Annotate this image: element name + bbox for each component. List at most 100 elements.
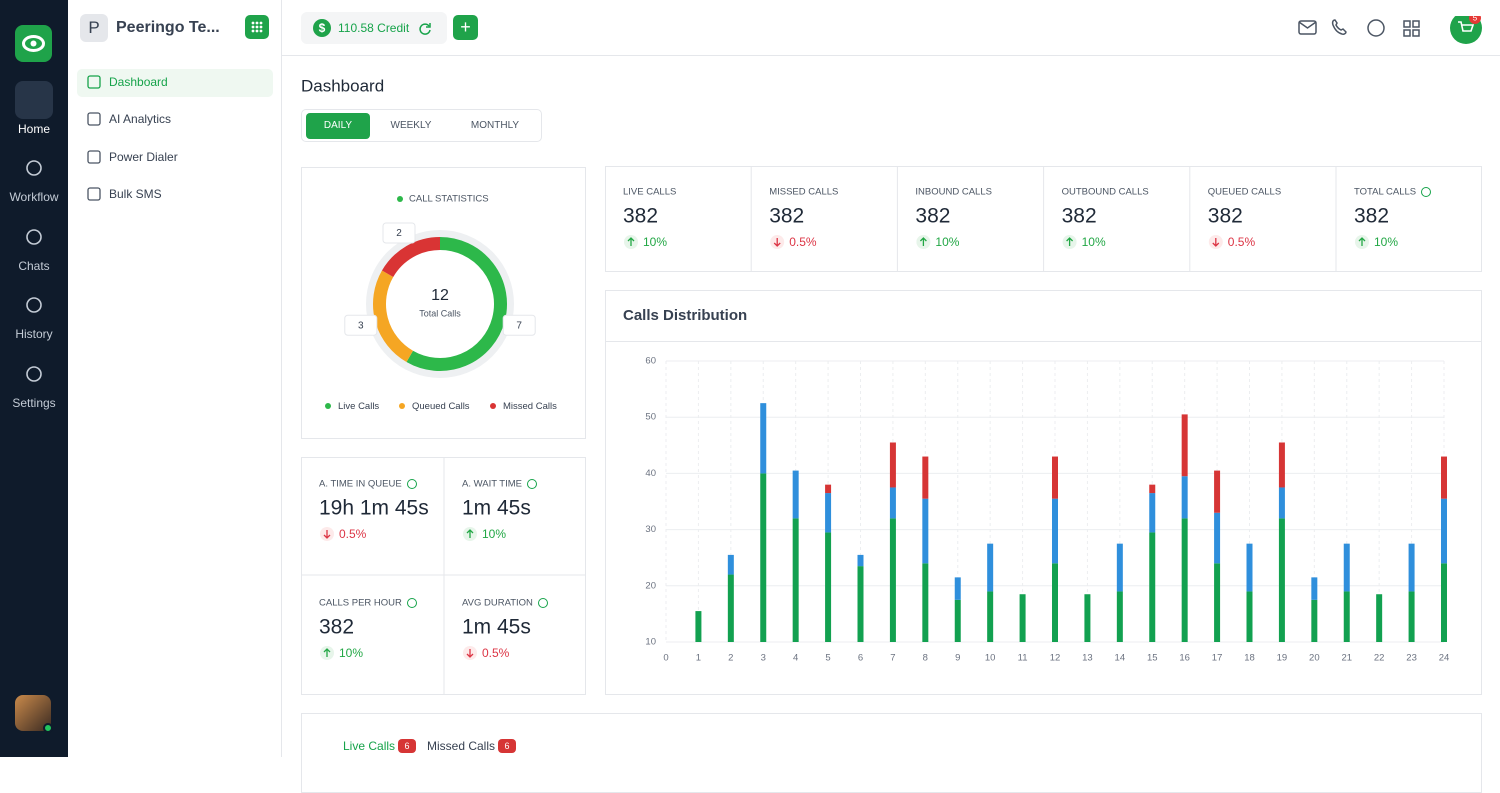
nav-icon <box>26 297 42 313</box>
tab-count: 6 <box>504 741 509 751</box>
info-icon <box>407 598 417 608</box>
bar-segment <box>922 563 929 642</box>
menu-item[interactable]: AI Analytics <box>109 112 172 126</box>
x-tick-label: 10 <box>985 653 996 664</box>
legend-dot <box>325 403 331 409</box>
nav-icon <box>26 229 42 245</box>
stat-label: INBOUND CALLS <box>915 186 992 198</box>
app-sidebar <box>0 0 68 757</box>
bar-segment <box>1214 563 1221 642</box>
mail-icon[interactable] <box>1298 20 1317 35</box>
menu-item[interactable]: Dashboard <box>109 75 168 89</box>
list-tab[interactable]: Live Calls <box>343 739 396 753</box>
tab-count: 6 <box>404 741 409 751</box>
bar-segment <box>954 599 961 642</box>
nav-icon <box>26 366 42 382</box>
bar-segment <box>1343 591 1350 642</box>
legend-dot <box>399 403 405 409</box>
status-dot <box>43 723 53 733</box>
x-tick-label: 3 <box>761 653 766 664</box>
bar-segment <box>1311 577 1318 600</box>
apps-button[interactable] <box>245 15 269 39</box>
call-statistics-card <box>301 167 586 439</box>
menu-item[interactable]: Bulk SMS <box>109 187 162 201</box>
bar-segment <box>922 498 929 564</box>
x-tick-label: 7 <box>890 653 895 664</box>
bar-segment <box>1343 543 1350 592</box>
donut-shadow <box>366 230 514 378</box>
credit-text: 110.58 Credit <box>338 21 410 35</box>
bar-segment <box>954 577 961 600</box>
trend-arrow <box>919 237 927 246</box>
donut-total-label: Total Calls <box>419 308 461 318</box>
phone-icon[interactable] <box>1331 19 1347 35</box>
refresh-icon[interactable] <box>418 21 432 35</box>
nav-active-bg <box>15 81 53 119</box>
x-tick-label: 1 <box>696 653 701 664</box>
bar-segment <box>1149 493 1156 533</box>
metric-value: 1m 45s <box>462 496 531 520</box>
stat-change: 10% <box>1081 235 1106 249</box>
x-tick-label: 4 <box>793 653 798 664</box>
metric-value: 1m 45s <box>462 615 531 639</box>
metric-change: 10% <box>482 527 507 541</box>
grid-icon[interactable] <box>1403 20 1411 28</box>
nav-label[interactable]: Workflow <box>9 190 59 204</box>
trend-arrow <box>1066 237 1074 246</box>
bar-segment <box>1408 543 1415 592</box>
nav-icon <box>26 160 42 176</box>
menu-item[interactable]: Power Dialer <box>109 150 178 164</box>
bar-segment <box>1181 414 1188 477</box>
trend-arrow <box>323 648 331 657</box>
stat-value: 382 <box>1354 204 1390 228</box>
stat-label: TOTAL CALLS <box>1354 186 1417 198</box>
x-tick-label: 6 <box>858 653 863 664</box>
distribution-card <box>605 290 1482 695</box>
bar-segment <box>1441 498 1447 564</box>
menu-icon <box>87 75 101 89</box>
bar-segment <box>1116 543 1123 592</box>
nav-label[interactable]: Home <box>17 122 50 136</box>
cart-badge <box>1469 16 1481 24</box>
bar-segment <box>1441 563 1447 642</box>
period-tabs <box>301 109 542 142</box>
stat-label: OUTBOUND CALLS <box>1061 186 1149 198</box>
info-icon <box>527 479 537 489</box>
logo-icon <box>22 35 45 52</box>
stat-label: LIVE CALLS <box>623 186 677 198</box>
count-badge <box>498 739 516 753</box>
chat-icon[interactable] <box>1367 19 1385 37</box>
bar-segment <box>792 470 799 519</box>
logo[interactable] <box>15 25 52 62</box>
period-tab[interactable]: WEEKLY <box>390 120 432 131</box>
segment-label: 7 <box>516 320 522 331</box>
list-tab[interactable]: Missed Calls <box>427 739 496 753</box>
x-tick-label: 22 <box>1374 653 1385 664</box>
bar-segment <box>695 611 702 642</box>
nav-label[interactable]: Settings <box>12 396 56 410</box>
topbar-icons: 5 <box>1298 16 1482 44</box>
x-tick-label: 8 <box>923 653 928 664</box>
stat-value: 382 <box>1207 204 1243 228</box>
workspace-initial[interactable]: P <box>80 14 108 42</box>
trend-arrow <box>1212 238 1220 247</box>
nav-label[interactable]: Chats <box>18 259 50 273</box>
nav-label[interactable]: History <box>15 327 53 341</box>
period-tab[interactable]: DAILY <box>323 120 353 131</box>
y-tick-label: 10 <box>645 637 656 648</box>
donut-segment <box>406 237 507 371</box>
x-tick-label: 0 <box>663 653 668 664</box>
workspace-name[interactable]: Peeringo Te... <box>116 19 220 36</box>
y-tick-label: 20 <box>645 580 656 591</box>
bar-segment <box>922 456 929 499</box>
add-button[interactable]: + <box>453 15 478 40</box>
bar-segment <box>1408 591 1415 642</box>
bar-segment <box>889 487 896 519</box>
bar-segment <box>1214 512 1221 564</box>
user-avatar[interactable] <box>15 695 53 733</box>
period-tab[interactable]: MONTHLY <box>470 120 520 131</box>
stat-change: 10% <box>935 235 960 249</box>
topbar-border <box>282 55 1500 56</box>
x-tick-label: 20 <box>1309 653 1320 664</box>
bar-segment <box>1246 591 1253 642</box>
